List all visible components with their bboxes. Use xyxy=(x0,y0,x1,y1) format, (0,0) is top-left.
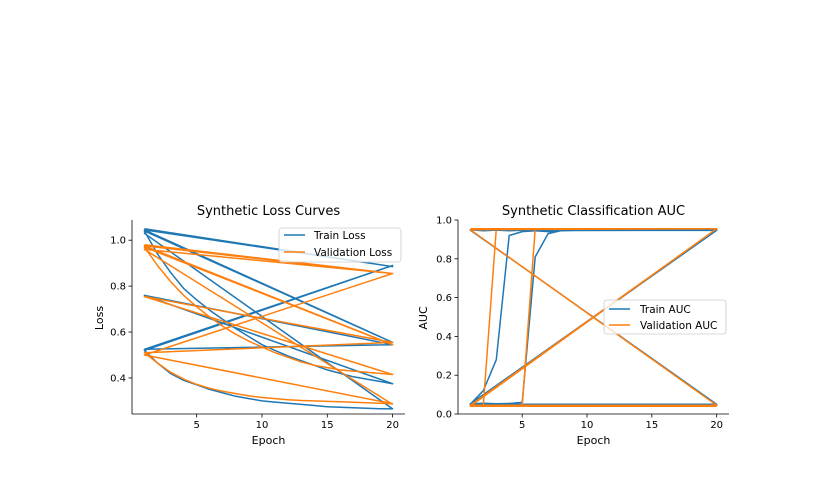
loss-x-tick-label: 10 xyxy=(256,420,269,431)
loss-legend: Train Loss Validation Loss xyxy=(278,227,402,263)
loss-x-tick-label: 20 xyxy=(386,420,399,431)
loss-y-tick-label: 0.8 xyxy=(110,282,126,293)
auc-y-tick-label: 0.6 xyxy=(436,293,452,304)
auc-legend-frame xyxy=(603,299,727,335)
loss-y-tick-label: 0.6 xyxy=(110,328,126,339)
loss-legend-validation-label: Validation Loss xyxy=(314,247,392,259)
loss-plot-area xyxy=(143,227,394,410)
loss-legend-frame xyxy=(278,227,402,263)
loss-y-tick-label: 1.0 xyxy=(110,236,126,247)
auc-y-tick-label: 1.0 xyxy=(436,216,452,227)
loss-x-tick-label: 5 xyxy=(193,420,199,431)
auc-ticks: 5 10 15 20 0.0 0.2 0.4 0.6 0.8 1.0 xyxy=(436,216,729,431)
loss-ticks: 5 10 15 20 0.4 0.6 0.8 1.0 xyxy=(110,220,405,431)
auc-y-tick-label: 0.8 xyxy=(436,254,452,265)
auc-x-axis-label: Epoch xyxy=(577,434,611,447)
auc-x-tick-label: 20 xyxy=(710,420,723,431)
loss-legend-train-label: Train Loss xyxy=(313,230,366,242)
auc-y-tick-label: 0.2 xyxy=(436,371,452,382)
auc-y-tick-label: 0.4 xyxy=(436,332,452,343)
auc-legend-validation-label: Validation AUC xyxy=(640,320,717,332)
loss-y-axis-label: Loss xyxy=(93,306,106,330)
loss-y-tick-label: 0.4 xyxy=(110,373,126,384)
auc-x-tick-label: 5 xyxy=(519,420,525,431)
auc-y-tick-label: 0.0 xyxy=(436,410,452,421)
auc-series-train-line xyxy=(469,228,718,406)
auc-series-validation-line xyxy=(469,227,718,407)
loss-x-axis-label: Epoch xyxy=(252,434,286,447)
auc-legend-train-label: Train AUC xyxy=(639,304,691,316)
loss-chart: Synthetic Loss Curves Epoch Loss 5 10 15 20… xyxy=(93,204,405,447)
loss-series-validation-line xyxy=(143,244,394,406)
loss-chart-title: Synthetic Loss Curves xyxy=(197,204,341,219)
auc-plot-area xyxy=(469,227,718,407)
auc-chart: Synthetic Classification AUC Epoch AUC 5… xyxy=(417,204,729,447)
loss-x-tick-label: 15 xyxy=(321,420,334,431)
auc-x-tick-label: 15 xyxy=(645,420,658,431)
auc-y-axis-label: AUC xyxy=(417,306,430,330)
auc-x-tick-label: 10 xyxy=(581,420,594,431)
auc-legend: Train AUC Validation AUC xyxy=(603,299,727,335)
auc-chart-title: Synthetic Classification AUC xyxy=(502,204,685,219)
